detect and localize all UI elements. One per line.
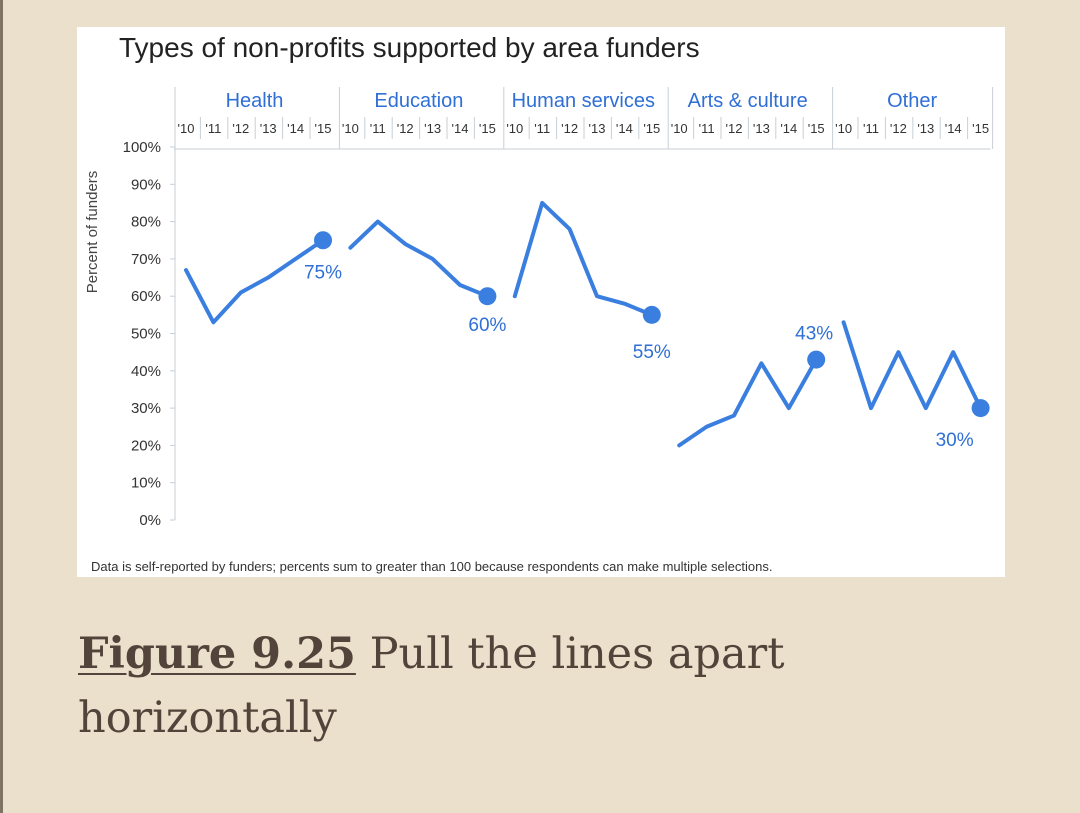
year-tick-label: '13 (917, 121, 934, 136)
y-tick-label: 90% (131, 176, 161, 193)
year-tick-label: '10 (506, 121, 523, 136)
category-label: Health (226, 90, 284, 112)
series-end-label: 43% (795, 324, 833, 345)
series-end-dot (314, 231, 332, 250)
year-tick-label: '14 (452, 121, 469, 136)
year-tick-label: '10 (342, 121, 359, 136)
y-tick-label: 40% (131, 363, 161, 380)
y-tick-label: 30% (131, 400, 161, 417)
y-tick-label: 100% (123, 139, 161, 156)
year-tick-label: '13 (260, 121, 277, 136)
chart-footnote: Data is self-reported by funders; percen… (91, 559, 772, 574)
y-tick-label: 80% (131, 214, 161, 231)
year-tick-label: '14 (945, 121, 962, 136)
year-tick-label: '12 (397, 121, 414, 136)
category-label: Human services (512, 90, 655, 112)
year-tick-label: '11 (370, 121, 386, 136)
y-tick-label: 60% (131, 288, 161, 305)
year-tick-label: '13 (753, 121, 770, 136)
category-label: Other (887, 90, 937, 112)
series-end-label: 55% (633, 342, 671, 363)
year-tick-label: '11 (534, 121, 550, 136)
y-tick-label: 50% (131, 326, 161, 343)
y-tick-label: 20% (131, 437, 161, 454)
y-tick-label: 10% (131, 475, 161, 492)
year-tick-label: '12 (726, 121, 743, 136)
series-line (512, 200, 654, 317)
series-end-label: 75% (304, 262, 342, 283)
line-chart: Types of non-profits supported by area f… (84, 32, 994, 574)
series-end-dot (642, 305, 661, 324)
year-tick-label: '15 (479, 121, 496, 136)
y-axis-label: Percent of funders (84, 171, 101, 294)
series-end-label: 30% (936, 430, 974, 451)
year-tick-label: '13 (424, 121, 441, 136)
year-tick-label: '14 (780, 121, 797, 136)
year-tick-label: '12 (232, 121, 249, 136)
series-line (348, 219, 490, 299)
series-line (184, 238, 325, 325)
year-tick-label: '11 (699, 121, 715, 136)
y-tick-label: 0% (139, 512, 161, 529)
year-tick-label: '12 (561, 121, 578, 136)
category-label: Arts & culture (688, 90, 808, 112)
year-tick-label: '10 (835, 121, 852, 136)
page-left-rule (0, 0, 3, 813)
category-label: Education (374, 90, 463, 112)
series-line (841, 320, 983, 411)
series-end-dot (971, 399, 990, 418)
y-tick-label: 70% (131, 251, 161, 268)
year-tick-label: '13 (589, 121, 606, 136)
figure-label: Figure 9.25 (78, 629, 356, 679)
figure-caption: Figure 9.25 Pull the lines apart horizon… (78, 622, 1018, 750)
year-tick-label: '15 (972, 121, 989, 136)
year-tick-label: '12 (890, 121, 907, 136)
year-tick-label: '10 (671, 121, 688, 136)
chart-title: Types of non-profits supported by area f… (119, 32, 700, 63)
year-tick-label: '11 (863, 121, 879, 136)
year-tick-label: '14 (616, 121, 633, 136)
year-tick-label: '15 (315, 121, 332, 136)
year-tick-label: '15 (808, 121, 825, 136)
year-tick-label: '15 (643, 121, 660, 136)
series-end-dot (807, 350, 826, 369)
chart-figure: Types of non-profits supported by area f… (77, 27, 1005, 577)
figure-caption-text: Pull the lines apart horizontally (78, 629, 785, 743)
year-tick-label: '11 (205, 121, 221, 136)
series-end-label: 60% (468, 315, 506, 336)
series-end-dot (478, 287, 497, 306)
year-tick-label: '10 (178, 121, 195, 136)
series-line (677, 357, 819, 448)
year-tick-label: '14 (287, 121, 304, 136)
